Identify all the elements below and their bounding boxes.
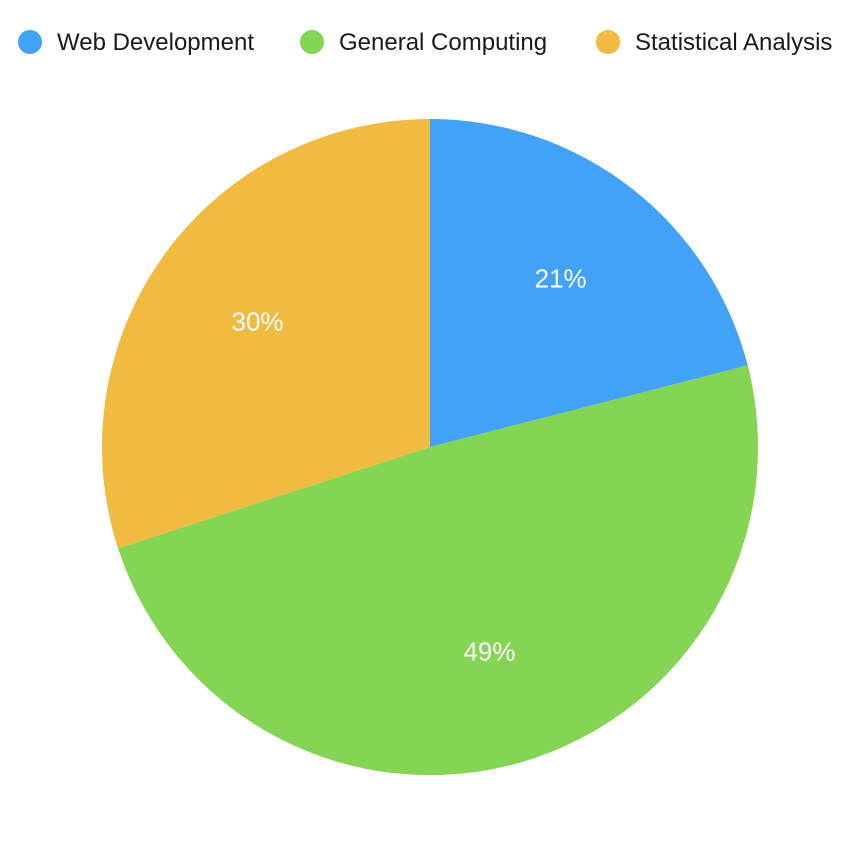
slice-value-label-statistical-analysis: 30% xyxy=(231,307,283,337)
legend-label: General Computing xyxy=(339,29,547,56)
legend-swatch xyxy=(300,30,324,54)
legend-label: Statistical Analysis xyxy=(635,29,832,56)
legend-item-web-development[interactable]: Web Development xyxy=(18,29,254,56)
pie-slice-statistical-analysis[interactable] xyxy=(101,119,430,549)
chart-legend: Web Development General Computing Statisti… xyxy=(18,29,832,56)
legend-item-general-computing[interactable]: General Computing xyxy=(300,29,547,56)
pie-slice-labels: 21% 49% 30% xyxy=(231,264,586,667)
pie-slice-general-computing[interactable] xyxy=(118,365,759,776)
legend-item-statistical-analysis[interactable]: Statistical Analysis xyxy=(596,29,832,56)
legend-label: Web Development xyxy=(57,29,254,56)
pie-slice-web-development[interactable] xyxy=(430,119,748,447)
slice-value-label-general-computing: 49% xyxy=(463,637,515,667)
legend-swatch xyxy=(596,30,620,54)
legend-swatch xyxy=(18,30,42,54)
slice-value-label-web-development: 21% xyxy=(535,264,587,294)
pie-slices xyxy=(101,119,759,776)
